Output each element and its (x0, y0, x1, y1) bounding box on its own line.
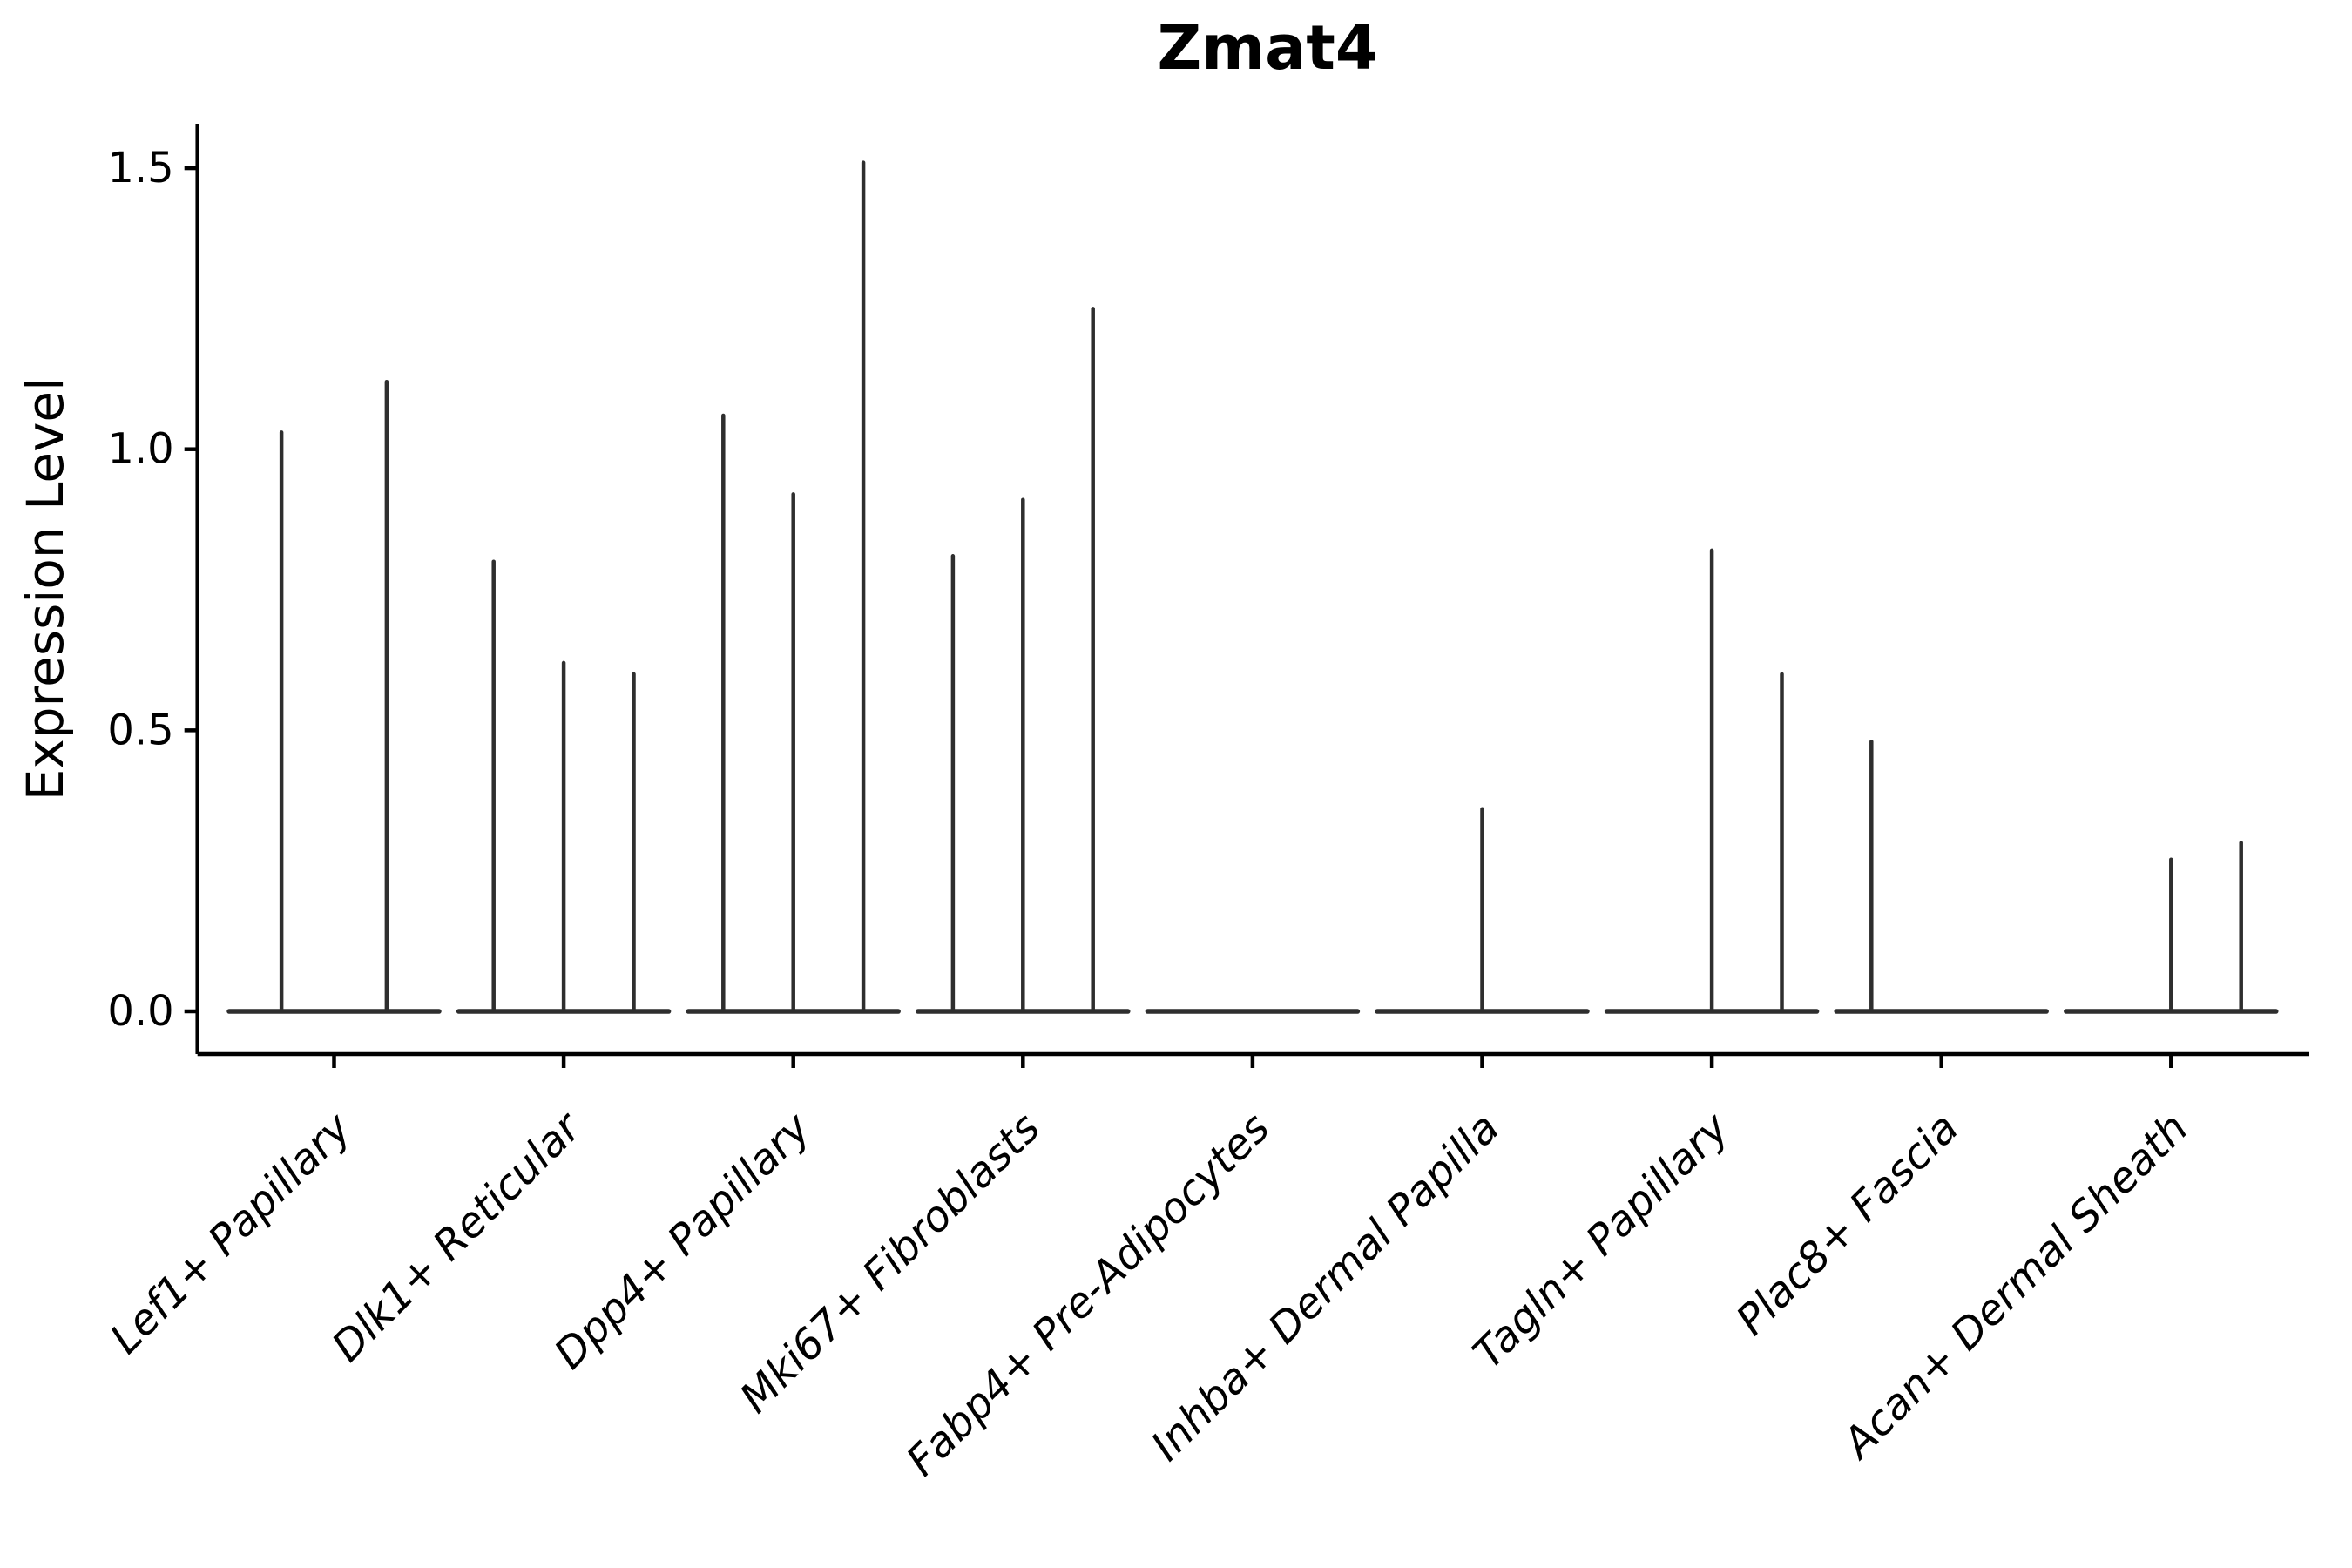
x-tick-label: Tagln+ Papillary (1463, 1103, 1739, 1378)
plot-title: Zmat4 (1157, 12, 1378, 84)
y-tick-label: 0.5 (107, 706, 173, 754)
y-tick-label: 1.5 (107, 144, 173, 193)
y-axis-label: Expression Level (16, 376, 75, 801)
x-tick-label: Plac8+ Fascia (1727, 1104, 1969, 1345)
y-tick-label: 0.0 (107, 987, 173, 1036)
x-tick-label: Lef1+ Papillary (101, 1103, 362, 1363)
x-tick-label: Dpp4+ Papillary (545, 1103, 821, 1378)
x-tick-label: Fabp4+ Pre-Adipocytes (897, 1104, 1280, 1486)
y-tick-label: 1.0 (107, 425, 173, 474)
x-tick-label: Dlk1+ Reticular (322, 1102, 592, 1372)
